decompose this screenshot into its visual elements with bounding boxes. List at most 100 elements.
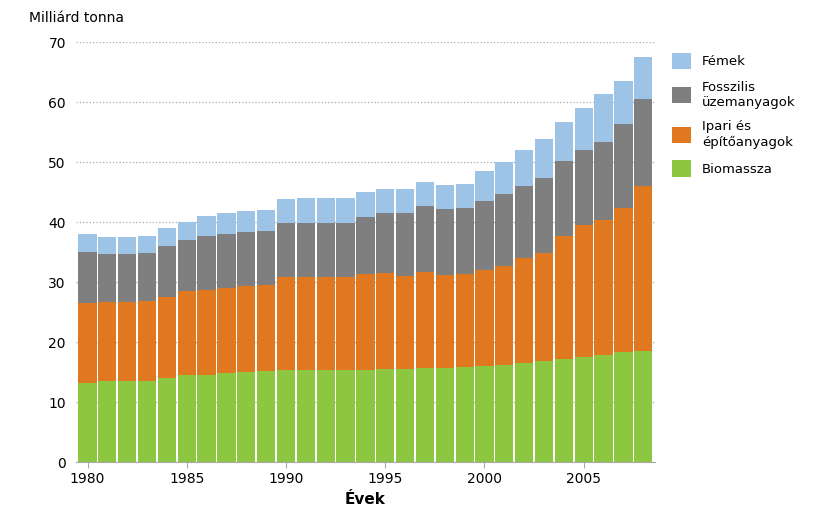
Bar xyxy=(237,232,255,286)
Bar xyxy=(118,381,136,462)
Bar xyxy=(336,370,354,462)
Bar xyxy=(614,352,633,462)
Bar xyxy=(436,275,454,368)
Bar xyxy=(197,375,216,462)
Bar xyxy=(634,351,653,462)
Bar xyxy=(118,302,136,381)
Text: Milliárd tonna: Milliárd tonna xyxy=(29,11,124,25)
Bar xyxy=(416,369,434,462)
Bar xyxy=(218,213,235,234)
Bar xyxy=(277,370,295,462)
Bar xyxy=(554,359,573,462)
Bar xyxy=(356,217,375,274)
Bar xyxy=(138,381,156,462)
Bar xyxy=(614,208,633,352)
Bar xyxy=(78,234,97,252)
Bar xyxy=(356,192,375,217)
Bar xyxy=(575,225,593,357)
Bar xyxy=(496,365,513,462)
Bar xyxy=(177,222,196,240)
Bar xyxy=(455,184,474,208)
Bar xyxy=(634,186,653,351)
Bar xyxy=(218,234,235,288)
X-axis label: Évek: Évek xyxy=(345,492,386,507)
Bar xyxy=(496,266,513,365)
Bar xyxy=(475,270,494,366)
Bar xyxy=(416,182,434,206)
Bar xyxy=(197,290,216,375)
Bar xyxy=(455,274,474,367)
Bar xyxy=(575,357,593,462)
Bar xyxy=(317,198,335,223)
Bar xyxy=(297,277,315,370)
Bar xyxy=(376,273,395,369)
Bar xyxy=(158,297,176,378)
Bar xyxy=(634,99,653,186)
Bar xyxy=(614,124,633,208)
Bar xyxy=(317,370,335,462)
Bar xyxy=(496,194,513,266)
Bar xyxy=(575,150,593,225)
Bar xyxy=(118,254,136,302)
Bar xyxy=(455,367,474,462)
Bar xyxy=(317,223,335,277)
Bar xyxy=(376,213,395,273)
Bar xyxy=(158,246,176,297)
Bar xyxy=(98,237,117,254)
Bar xyxy=(98,302,117,381)
Bar xyxy=(535,361,554,462)
Bar xyxy=(336,277,354,370)
Legend: Fémek, Fosszilis
üzemanyagok, Ipari és
építőanyagok, Biomassza: Fémek, Fosszilis üzemanyagok, Ipari és é… xyxy=(668,49,800,181)
Bar xyxy=(237,372,255,462)
Bar xyxy=(535,178,554,253)
Bar xyxy=(416,206,434,272)
Bar xyxy=(595,142,612,220)
Bar xyxy=(158,378,176,462)
Bar xyxy=(554,236,573,359)
Bar xyxy=(595,220,612,355)
Bar xyxy=(356,370,375,462)
Bar xyxy=(436,185,454,209)
Bar xyxy=(515,363,533,462)
Bar xyxy=(515,150,533,186)
Bar xyxy=(78,303,97,383)
Bar xyxy=(475,201,494,270)
Bar xyxy=(575,108,593,150)
Bar xyxy=(496,162,513,194)
Bar xyxy=(396,276,414,369)
Bar xyxy=(436,209,454,275)
Bar xyxy=(158,228,176,246)
Bar xyxy=(138,301,156,381)
Bar xyxy=(277,223,295,277)
Bar xyxy=(356,274,375,370)
Bar xyxy=(634,57,653,99)
Bar xyxy=(376,189,395,213)
Bar xyxy=(396,213,414,276)
Bar xyxy=(118,237,136,254)
Bar xyxy=(336,223,354,277)
Bar xyxy=(237,211,255,232)
Bar xyxy=(297,198,315,223)
Bar xyxy=(396,189,414,213)
Bar xyxy=(595,94,612,142)
Bar xyxy=(177,240,196,291)
Bar xyxy=(257,210,276,231)
Bar xyxy=(177,375,196,462)
Bar xyxy=(277,277,295,370)
Bar xyxy=(475,171,494,201)
Bar xyxy=(218,373,235,462)
Bar xyxy=(138,236,156,253)
Bar xyxy=(336,198,354,223)
Bar xyxy=(78,252,97,303)
Bar xyxy=(98,381,117,462)
Bar xyxy=(416,272,434,369)
Bar xyxy=(177,291,196,375)
Bar xyxy=(297,370,315,462)
Bar xyxy=(614,81,633,124)
Bar xyxy=(257,231,276,285)
Bar xyxy=(237,286,255,372)
Bar xyxy=(595,355,612,462)
Bar xyxy=(376,369,395,462)
Bar xyxy=(257,371,276,462)
Bar xyxy=(197,236,216,290)
